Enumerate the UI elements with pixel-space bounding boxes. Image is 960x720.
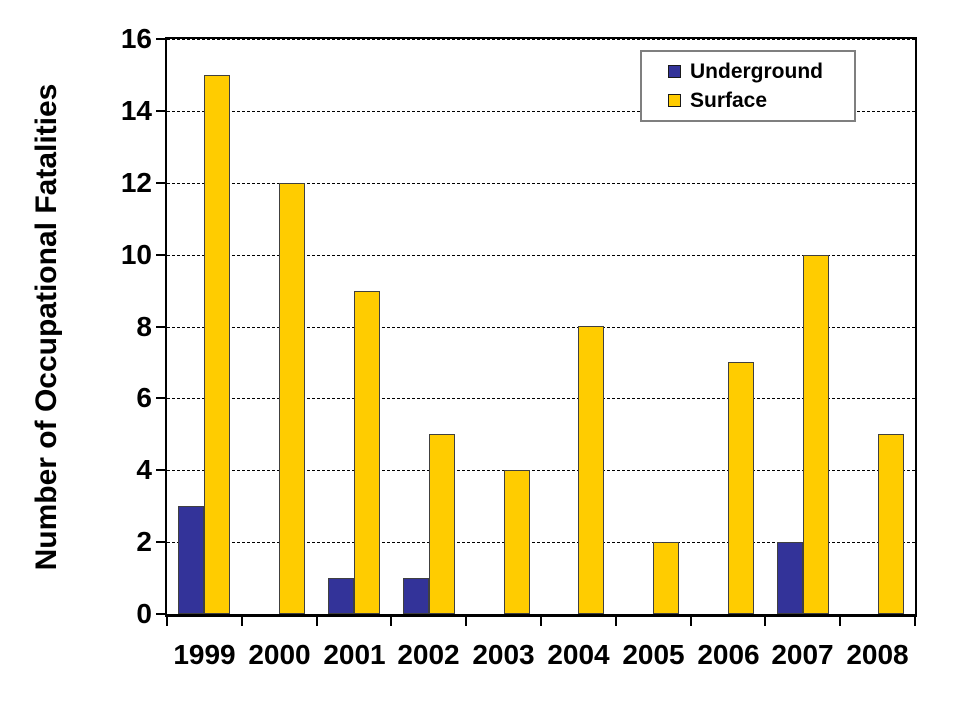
gridline-16 — [167, 39, 915, 40]
gridline-2 — [167, 542, 915, 543]
x-tick-1 — [241, 617, 243, 626]
x-tick-label-2007: 2007 — [771, 639, 834, 670]
bar-surface-2003 — [504, 470, 530, 614]
x-tick-7 — [690, 617, 692, 626]
surface-swatch-icon — [668, 94, 681, 107]
gridline-10 — [167, 255, 915, 256]
bar-surface-1999 — [204, 75, 230, 614]
plot-area — [165, 37, 917, 617]
y-tick-6 — [156, 397, 165, 399]
x-tick-label-2002: 2002 — [397, 639, 460, 670]
y-axis-title: Number of Occupational Fatalities — [30, 83, 63, 571]
x-tick-5 — [540, 617, 542, 626]
bar-surface-2002 — [429, 434, 455, 614]
y-tick-8 — [156, 326, 165, 328]
x-tick-label-2004: 2004 — [547, 639, 610, 670]
x-tick-label-2000: 2000 — [248, 639, 311, 670]
legend-item-underground: Underground — [668, 59, 854, 83]
y-tick-label-16: 16 — [120, 23, 152, 54]
bar-underground-2007 — [777, 542, 803, 614]
y-tick-label-10: 10 — [120, 239, 152, 270]
x-tick-8 — [764, 617, 766, 626]
bar-surface-2005 — [653, 542, 679, 614]
y-tick-10 — [156, 254, 165, 256]
x-tick-label-2001: 2001 — [323, 639, 386, 670]
y-tick-12 — [156, 182, 165, 184]
legend-label-underground: Underground — [690, 59, 823, 83]
x-tick-label-2006: 2006 — [697, 639, 760, 670]
x-tick-label-2008: 2008 — [846, 639, 909, 670]
y-tick-label-4: 4 — [136, 454, 152, 485]
x-tick-4 — [465, 617, 467, 626]
x-tick-3 — [390, 617, 392, 626]
x-tick-2 — [316, 617, 318, 626]
legend-label-surface: Surface — [690, 88, 768, 112]
bar-surface-2008 — [878, 434, 904, 614]
y-tick-label-8: 8 — [136, 311, 152, 342]
bar-surface-2007 — [803, 255, 829, 614]
y-tick-label-12: 12 — [120, 167, 152, 198]
y-tick-2 — [156, 541, 165, 543]
y-tick-label-2: 2 — [136, 526, 152, 557]
bar-surface-2000 — [279, 183, 305, 614]
x-tick-label-1999: 1999 — [173, 639, 236, 670]
bar-surface-2001 — [354, 291, 380, 614]
y-tick-16 — [156, 38, 165, 40]
x-tick-0 — [166, 617, 168, 626]
x-tick-6 — [615, 617, 617, 626]
x-tick-label-2005: 2005 — [622, 639, 685, 670]
gridline-8 — [167, 327, 915, 328]
x-tick-10 — [914, 617, 916, 626]
y-tick-0 — [156, 613, 165, 615]
bar-surface-2006 — [728, 362, 754, 614]
legend: Underground Surface — [640, 50, 856, 122]
y-tick-label-0: 0 — [136, 598, 152, 629]
x-tick-label-2003: 2003 — [472, 639, 535, 670]
gridline-4 — [167, 470, 915, 471]
bar-underground-2002 — [403, 578, 429, 614]
y-tick-14 — [156, 110, 165, 112]
bar-underground-2001 — [328, 578, 354, 614]
underground-swatch-icon — [668, 65, 681, 78]
gridline-6 — [167, 398, 915, 399]
y-tick-label-6: 6 — [136, 382, 152, 413]
x-tick-9 — [839, 617, 841, 626]
bar-underground-1999 — [178, 506, 204, 614]
gridline-14 — [167, 111, 915, 112]
y-tick-4 — [156, 469, 165, 471]
legend-item-surface: Surface — [668, 88, 854, 112]
bar-surface-2004 — [578, 326, 604, 614]
gridline-12 — [167, 183, 915, 184]
y-tick-label-14: 14 — [120, 95, 152, 126]
